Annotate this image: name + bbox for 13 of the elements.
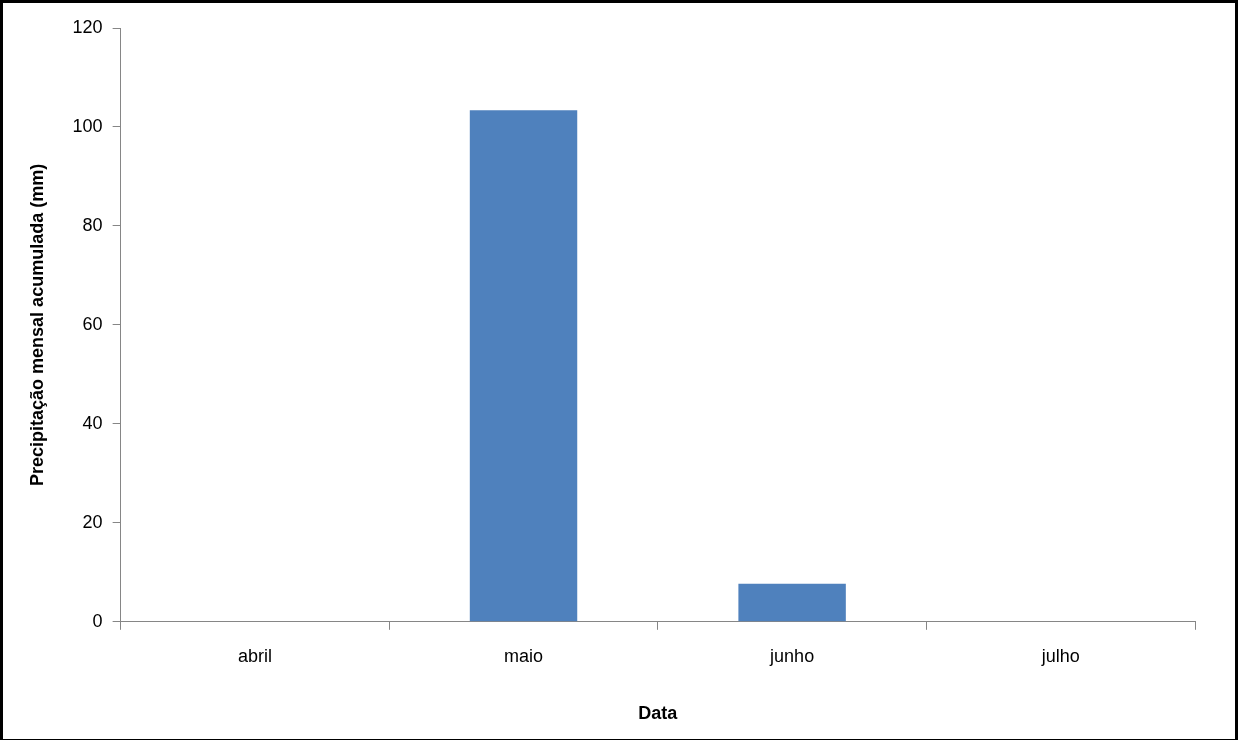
y-tick-label: 100 xyxy=(72,115,103,136)
y-tick-label: 0 xyxy=(92,610,103,631)
x-tick-label: julho xyxy=(1040,645,1080,666)
x-tick-label: abril xyxy=(237,645,272,666)
x-axis-title: Data xyxy=(638,703,679,724)
y-tick-label: 40 xyxy=(82,412,103,433)
x-tick-label: junho xyxy=(769,645,815,666)
y-tick-label: 60 xyxy=(82,313,103,334)
x-tick-label: maio xyxy=(504,645,544,666)
y-tick-label: 120 xyxy=(72,16,103,37)
y-axis-title: Precipitação mensal acumulada (mm) xyxy=(26,163,47,486)
y-tick-label: 80 xyxy=(82,214,103,235)
y-tick-label: 20 xyxy=(82,511,103,532)
